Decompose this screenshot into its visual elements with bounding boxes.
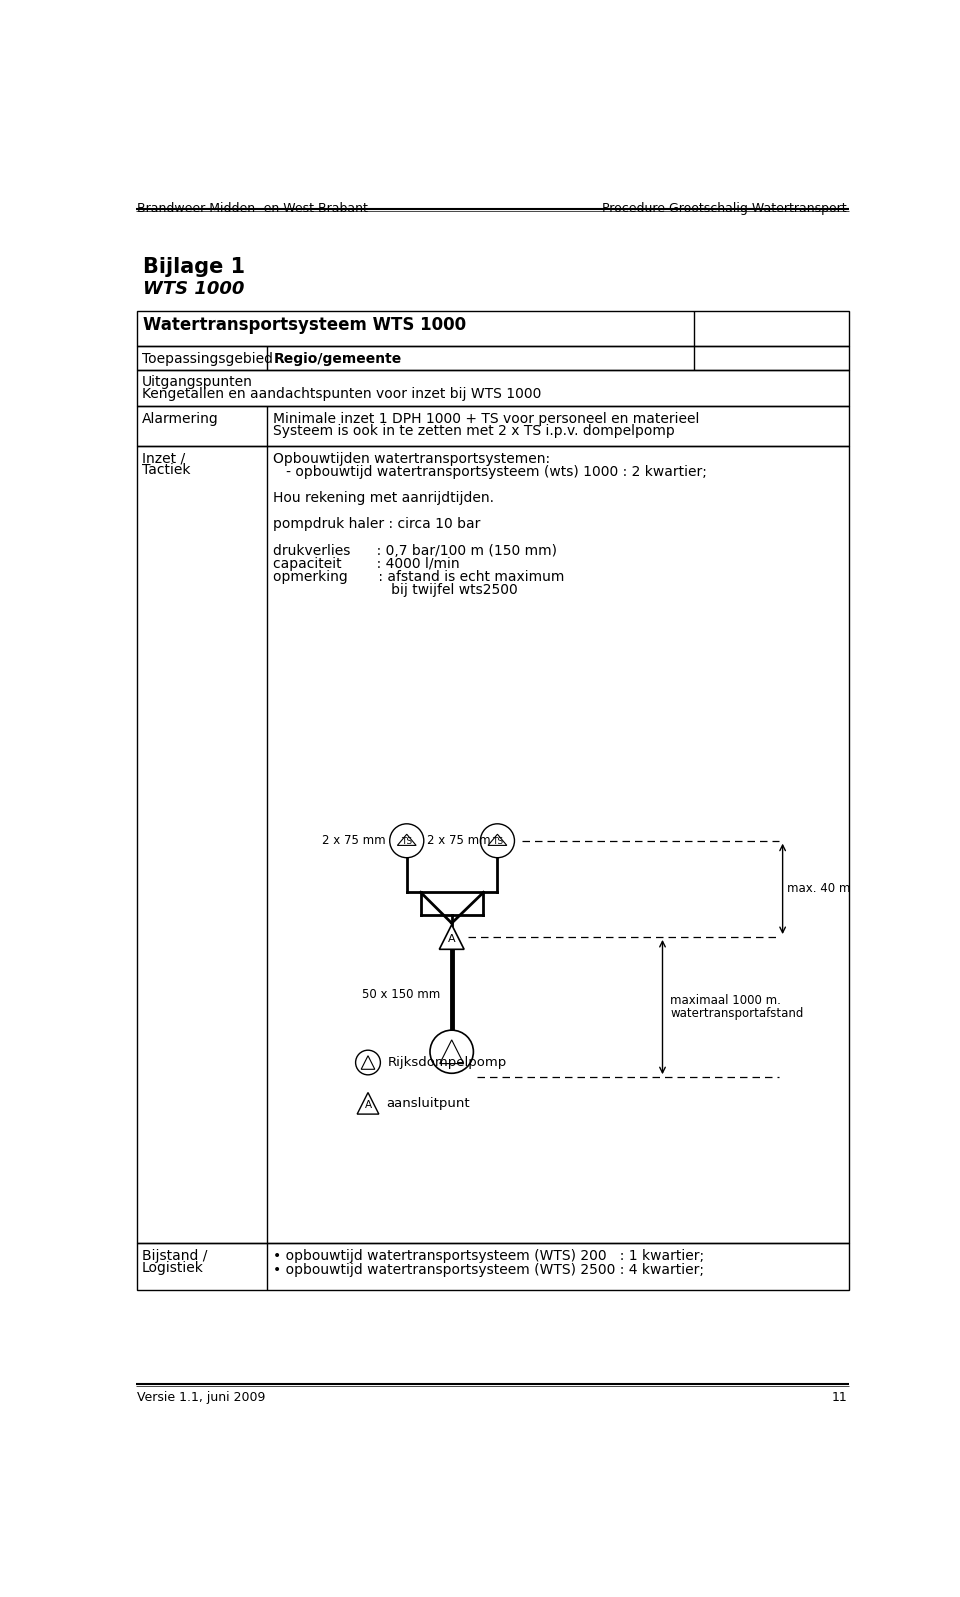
Text: A: A: [448, 934, 455, 944]
Text: capaciteit        : 4000 l/min: capaciteit : 4000 l/min: [274, 557, 460, 570]
Circle shape: [355, 1051, 380, 1075]
Text: Tactiek: Tactiek: [142, 463, 190, 478]
Text: Alarmering: Alarmering: [142, 412, 219, 426]
Text: Watertransportsysteem WTS 1000: Watertransportsysteem WTS 1000: [143, 316, 467, 334]
Text: - opbouwtijd watertransportsysteem (wts) 1000 : 2 kwartier;: - opbouwtijd watertransportsysteem (wts)…: [274, 465, 708, 479]
Text: Hou rekening met aanrijdtijden.: Hou rekening met aanrijdtijden.: [274, 492, 494, 505]
Text: • opbouwtijd watertransportsysteem (WTS) 200   : 1 kwartier;: • opbouwtijd watertransportsysteem (WTS)…: [274, 1249, 705, 1263]
Polygon shape: [440, 925, 464, 949]
Polygon shape: [357, 1092, 379, 1115]
Bar: [137, 311, 849, 345]
Text: Regio/gemeente: Regio/gemeente: [274, 351, 401, 366]
Text: TS: TS: [492, 837, 503, 846]
Text: Brandweer Midden- en West-Brabant: Brandweer Midden- en West-Brabant: [137, 203, 368, 216]
Text: opmerking       : afstand is echt maximum: opmerking : afstand is echt maximum: [274, 570, 564, 585]
Bar: [137, 371, 849, 406]
Text: • opbouwtijd watertransportsysteem (WTS) 2500 : 4 kwartier;: • opbouwtijd watertransportsysteem (WTS)…: [274, 1263, 705, 1276]
Text: Bijstand /: Bijstand /: [142, 1249, 207, 1263]
Text: Toepassingsgebied: Toepassingsgebied: [142, 351, 273, 366]
Text: 50 x 150 mm: 50 x 150 mm: [362, 989, 440, 1001]
Circle shape: [390, 824, 423, 858]
Text: A: A: [365, 1100, 372, 1110]
Text: Bijlage 1: Bijlage 1: [143, 257, 246, 278]
Text: WTS 1000: WTS 1000: [143, 279, 245, 299]
Circle shape: [480, 824, 515, 858]
Text: Rijksdompelpomp: Rijksdompelpomp: [388, 1056, 508, 1068]
Text: drukverlies      : 0,7 bar/100 m (150 mm): drukverlies : 0,7 bar/100 m (150 mm): [274, 543, 558, 557]
Text: maximaal 1000 m.: maximaal 1000 m.: [670, 995, 781, 1008]
Text: Logistiek: Logistiek: [142, 1262, 204, 1274]
Text: 2 x 75 mm: 2 x 75 mm: [427, 834, 491, 848]
Text: Inzet /: Inzet /: [142, 452, 185, 466]
Text: Versie 1.1, juni 2009: Versie 1.1, juni 2009: [137, 1391, 265, 1404]
Text: watertransportafstand: watertransportafstand: [670, 1006, 804, 1020]
Circle shape: [430, 1030, 473, 1073]
Bar: [137, 1242, 849, 1290]
Bar: [137, 345, 849, 371]
Bar: [137, 406, 849, 446]
Text: aansluitpunt: aansluitpunt: [387, 1097, 470, 1110]
Text: Minimale inzet 1 DPH 1000 + TS voor personeel en materieel: Minimale inzet 1 DPH 1000 + TS voor pers…: [274, 412, 700, 426]
Text: Systeem is ook in te zetten met 2 x TS i.p.v. dompelpomp: Systeem is ook in te zetten met 2 x TS i…: [274, 425, 675, 438]
Text: TS: TS: [401, 837, 412, 846]
Text: Opbouwtijden watertransportsystemen:: Opbouwtijden watertransportsystemen:: [274, 452, 551, 466]
Text: 11: 11: [831, 1391, 847, 1404]
Text: Uitgangspunten: Uitgangspunten: [142, 375, 252, 390]
Text: Kengetallen en aandachtspunten voor inzet bij WTS 1000: Kengetallen en aandachtspunten voor inze…: [142, 386, 541, 401]
Text: pompdruk haler : circa 10 bar: pompdruk haler : circa 10 bar: [274, 517, 481, 532]
Text: bij twijfel wts2500: bij twijfel wts2500: [274, 583, 518, 597]
Text: Procedure Grootschalig Watertransport: Procedure Grootschalig Watertransport: [602, 203, 847, 216]
Text: 2 x 75 mm: 2 x 75 mm: [323, 834, 386, 848]
Text: max. 40 m: max. 40 m: [787, 883, 851, 896]
Bar: [137, 446, 849, 1242]
